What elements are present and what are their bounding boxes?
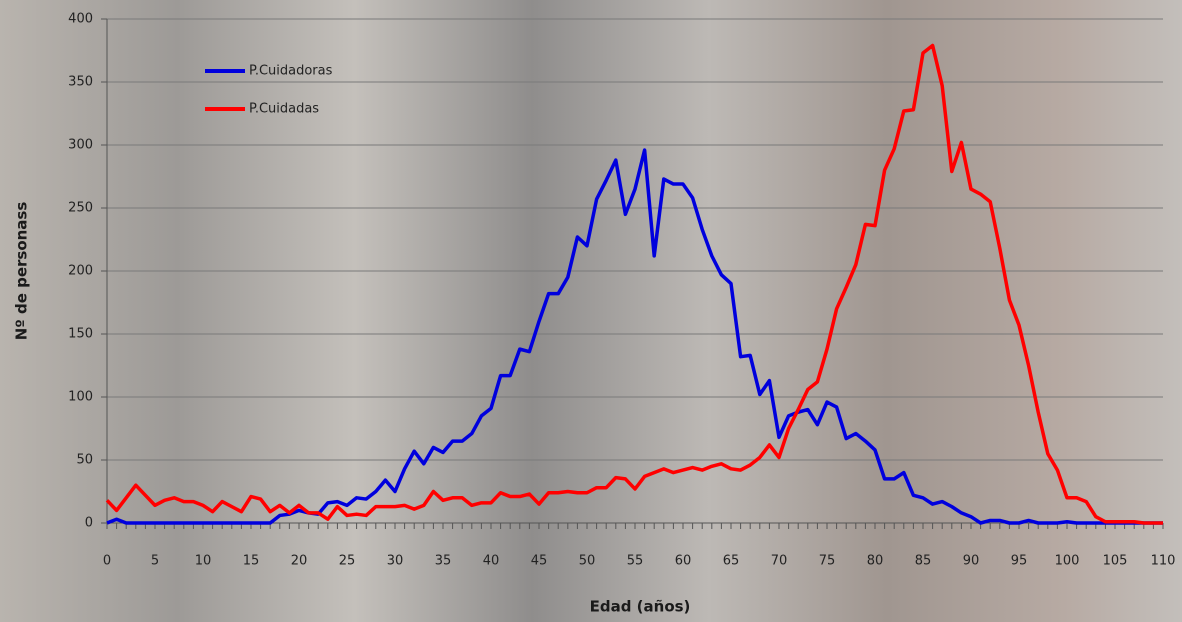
- legend-label: P.Cuidadoras: [249, 64, 333, 79]
- x-tick-label: 95: [1011, 554, 1028, 569]
- x-tick-label: 80: [867, 554, 884, 569]
- x-tick-label: 20: [291, 554, 308, 569]
- x-tick-label: 70: [771, 554, 788, 569]
- y-tick-label: 100: [68, 390, 93, 405]
- data-line: [106, 148, 1163, 525]
- x-tick-label: 25: [339, 554, 356, 569]
- x-tick-label: 50: [579, 554, 596, 569]
- y-tick-label: 0: [85, 516, 93, 531]
- x-tick-label: 15: [243, 554, 260, 569]
- y-tick-label: 300: [68, 138, 93, 153]
- y-tick-label: 150: [68, 327, 93, 342]
- x-tick-label: 75: [819, 554, 836, 569]
- x-tick-label: 105: [1103, 554, 1128, 569]
- x-tick-label: 85: [915, 554, 932, 569]
- y-tick-label: 250: [68, 201, 93, 216]
- legend-label: P.Cuidadas: [249, 102, 319, 117]
- x-tick-label: 35: [435, 554, 452, 569]
- y-tick-label: 350: [68, 75, 93, 90]
- x-tick-label: 110: [1151, 554, 1176, 569]
- x-tick-label: 0: [103, 554, 111, 569]
- x-tick-label: 90: [963, 554, 980, 569]
- x-tick-label: 10: [195, 554, 212, 569]
- x-tick-label: 65: [723, 554, 740, 569]
- x-tick-label: 30: [387, 554, 404, 569]
- x-tick-label: 40: [483, 554, 500, 569]
- y-tick-label: 50: [76, 453, 93, 468]
- x-tick-label: 55: [627, 554, 644, 569]
- x-tick-label: 5: [151, 554, 159, 569]
- data-line: [105, 43, 1163, 525]
- x-axis-title: Edad (años): [590, 598, 691, 616]
- x-tick-label: 45: [531, 554, 548, 569]
- x-tick-label: 100: [1055, 554, 1080, 569]
- y-tick-label: 400: [68, 12, 93, 27]
- x-tick-label: 60: [675, 554, 692, 569]
- y-tick-label: 200: [68, 264, 93, 279]
- y-axis-title: Nº de personass: [13, 202, 31, 341]
